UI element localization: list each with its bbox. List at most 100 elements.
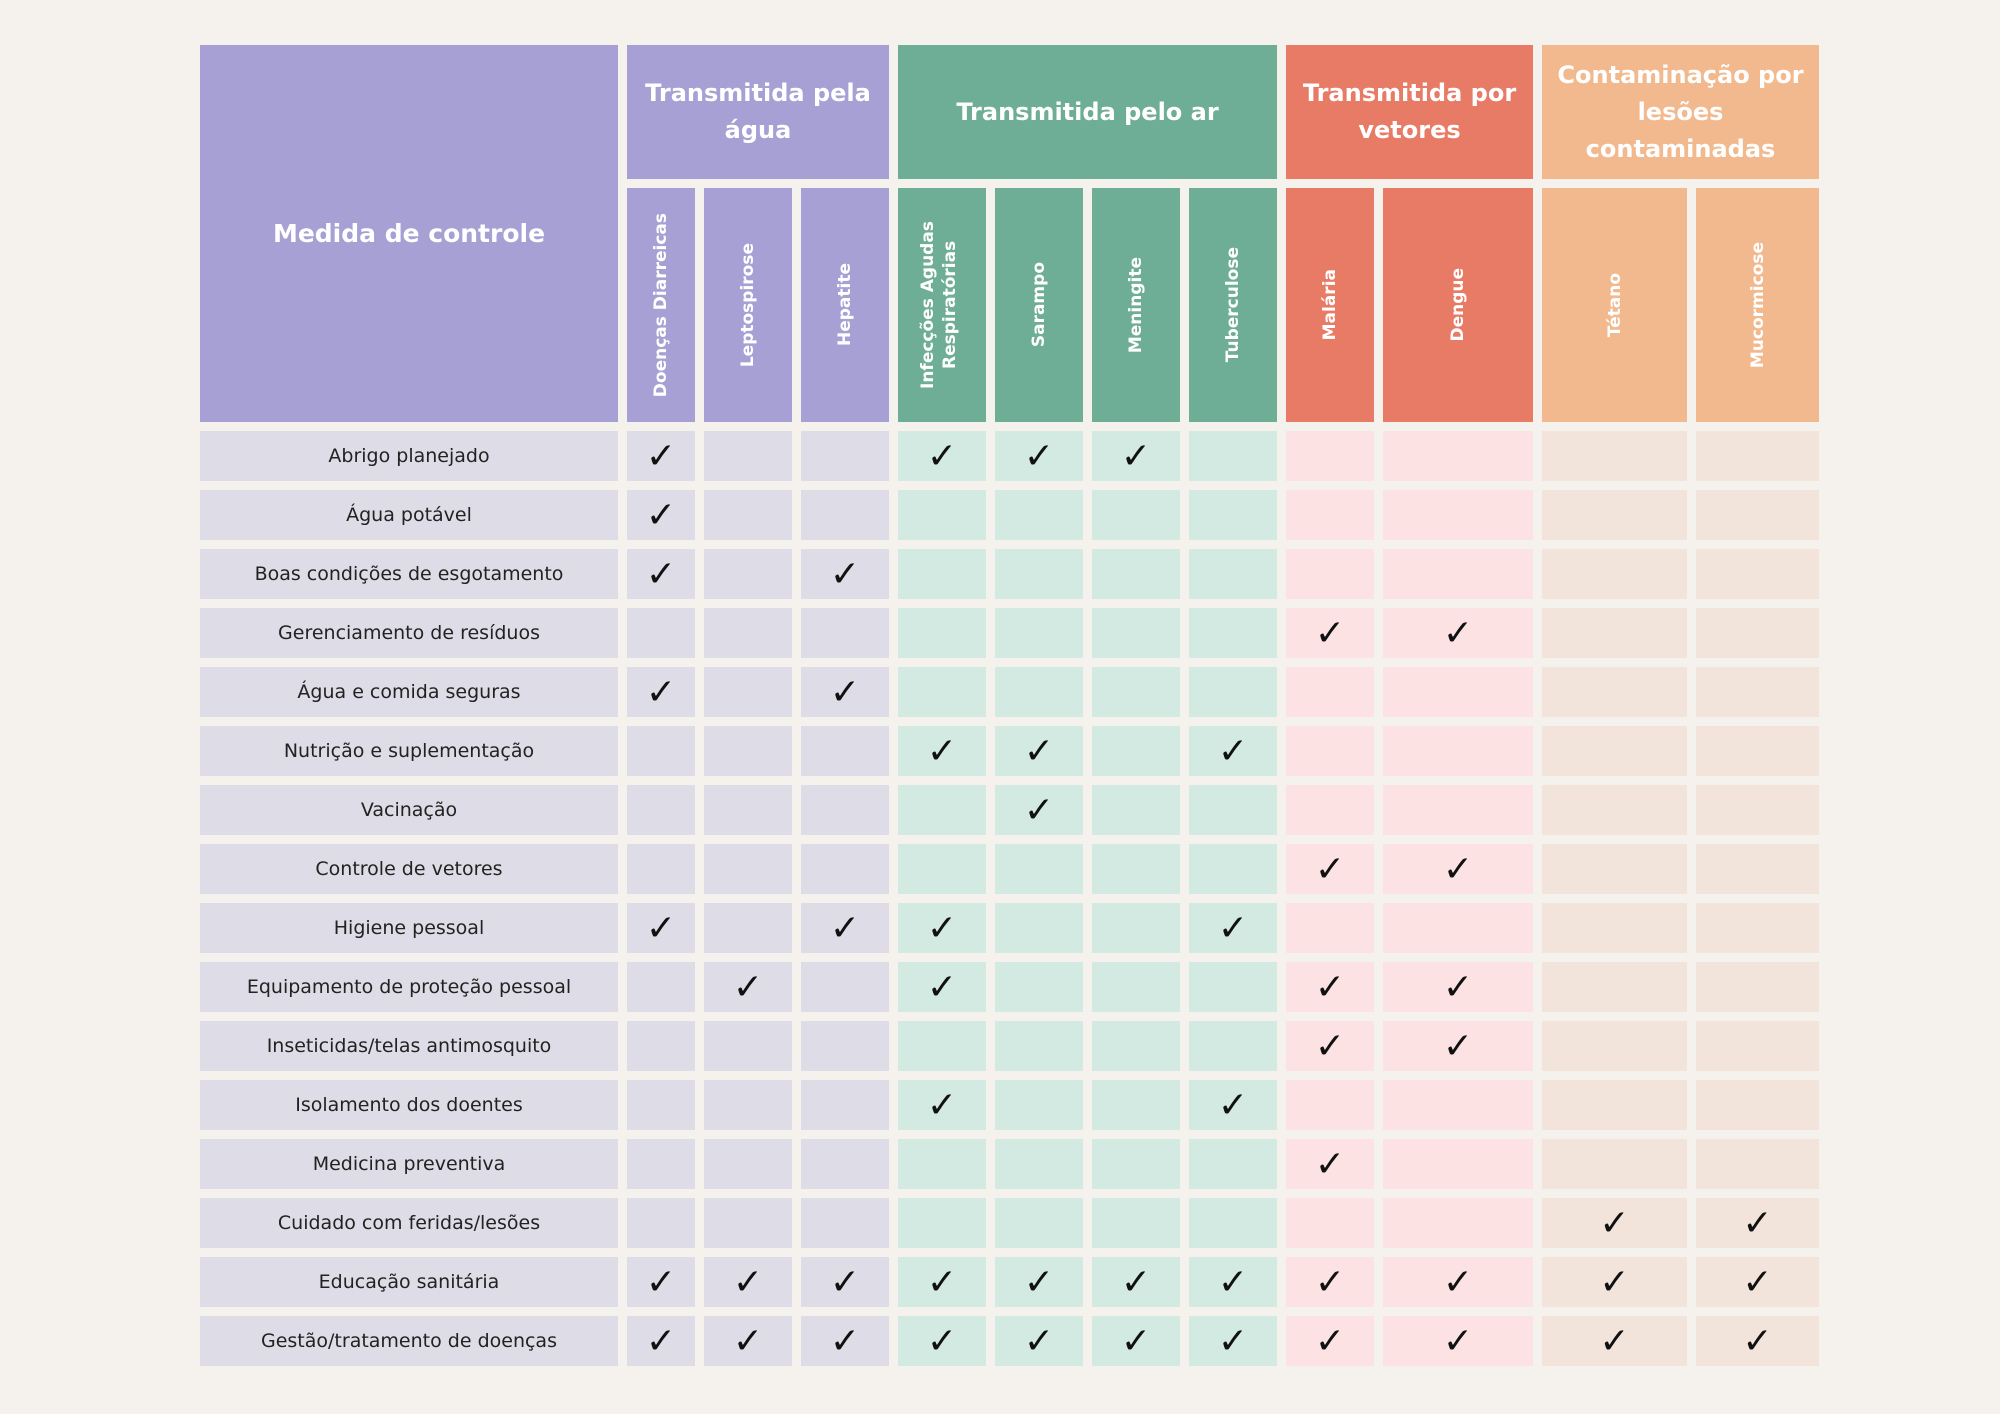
table-cell	[898, 1021, 986, 1071]
disease-header-infeccoes-agudas-respiratorias: Infecções Agudas Respiratórias	[898, 188, 986, 422]
table-cell: ✓	[627, 667, 695, 717]
table-cell	[995, 490, 1083, 540]
table-cell	[627, 608, 695, 658]
checkmark-icon: ✓	[732, 1320, 764, 1362]
checkmark-icon: ✓	[1314, 1025, 1346, 1067]
table-cell	[627, 726, 695, 776]
group-header-wound: Contaminação por lesões contaminadas	[1542, 45, 1819, 179]
table-cell	[1383, 431, 1533, 481]
table-cell	[1092, 1021, 1180, 1071]
table-cell	[801, 726, 889, 776]
table-cell: ✓	[898, 1257, 986, 1307]
checkmark-icon: ✓	[1442, 848, 1474, 890]
checkmark-icon: ✓	[1217, 1084, 1249, 1126]
table-cell: ✓	[1189, 903, 1277, 953]
checkmark-icon: ✓	[1442, 1320, 1474, 1362]
table-cell	[1542, 1080, 1687, 1130]
table-cell	[1383, 903, 1533, 953]
table-cell	[704, 1021, 792, 1071]
table-cell	[1383, 1198, 1533, 1248]
table-cell	[898, 1198, 986, 1248]
table-cell	[627, 785, 695, 835]
checkmark-icon: ✓	[1023, 730, 1055, 772]
checkmark-icon: ✓	[645, 1261, 677, 1303]
table-cell: ✓	[627, 1257, 695, 1307]
table-cell	[704, 1080, 792, 1130]
table-cell	[898, 844, 986, 894]
table-cell	[1189, 549, 1277, 599]
row-label-educacao-sanitaria: Educação sanitária	[200, 1257, 618, 1307]
table-cell	[1092, 1198, 1180, 1248]
disease-header-tetano: Tétano	[1542, 188, 1687, 422]
table-cell	[1696, 1139, 1819, 1189]
table-cell	[898, 549, 986, 599]
table-cell: ✓	[1383, 844, 1533, 894]
table-cell	[1286, 785, 1374, 835]
checkmark-icon: ✓	[645, 553, 677, 595]
table-cell	[1092, 785, 1180, 835]
checkmark-icon: ✓	[1314, 1143, 1346, 1185]
table-cell	[898, 608, 986, 658]
row-label-gerenciamento-de-residuos: Gerenciamento de resíduos	[200, 608, 618, 658]
table-cell: ✓	[995, 726, 1083, 776]
table-cell: ✓	[704, 962, 792, 1012]
table-cell	[898, 667, 986, 717]
table-cell	[995, 1080, 1083, 1130]
table-cell: ✓	[1189, 1257, 1277, 1307]
table-cell	[995, 1021, 1083, 1071]
table-cell	[1092, 549, 1180, 599]
table-cell: ✓	[898, 726, 986, 776]
table-cell	[1542, 1021, 1687, 1071]
table-cell	[1092, 667, 1180, 717]
table-cell: ✓	[1383, 1316, 1533, 1366]
disease-header-tuberculose: Tuberculose	[1189, 188, 1277, 422]
table-cell	[704, 431, 792, 481]
checkmark-icon: ✓	[1742, 1202, 1773, 1244]
control-measures-table: Medida de controle Transmitida pela água…	[200, 45, 1819, 1366]
table-cell	[801, 1198, 889, 1248]
table-cell	[704, 490, 792, 540]
table-cell	[704, 903, 792, 953]
table-cell: ✓	[1286, 1316, 1374, 1366]
table-cell	[801, 785, 889, 835]
table-cell	[1383, 549, 1533, 599]
checkmark-icon: ✓	[1599, 1320, 1630, 1362]
table-cell	[1383, 785, 1533, 835]
table-cell	[1696, 726, 1819, 776]
table-cell	[1383, 667, 1533, 717]
table-cell	[1696, 962, 1819, 1012]
checkmark-icon: ✓	[1742, 1320, 1773, 1362]
table-cell	[995, 844, 1083, 894]
table-cell	[995, 608, 1083, 658]
row-label-inseticidas-telas-antimosquito: Inseticidas/telas antimosquito	[200, 1021, 618, 1071]
table-cell: ✓	[1383, 962, 1533, 1012]
checkmark-icon: ✓	[732, 966, 764, 1008]
table-cell	[995, 962, 1083, 1012]
row-label-gestao-tratamento-de-doencas: Gestão/tratamento de doenças	[200, 1316, 618, 1366]
table-cell	[1189, 1021, 1277, 1071]
table-cell	[801, 844, 889, 894]
table-cell: ✓	[1286, 844, 1374, 894]
table-cell: ✓	[1286, 962, 1374, 1012]
header-medida-de-controle: Medida de controle	[200, 45, 618, 422]
table-cell	[1696, 431, 1819, 481]
disease-header-label: Malária	[1320, 269, 1340, 341]
table-cell	[1696, 490, 1819, 540]
disease-header-label: Hepatite	[835, 263, 855, 347]
table-cell	[627, 1080, 695, 1130]
checkmark-icon: ✓	[1314, 966, 1346, 1008]
table-cell	[1092, 844, 1180, 894]
checkmark-icon: ✓	[1023, 789, 1055, 831]
table-cell: ✓	[1189, 1316, 1277, 1366]
disease-header-label: Sarampo	[1029, 262, 1049, 348]
checkmark-icon: ✓	[1120, 1261, 1152, 1303]
row-label-isolamento-dos-doentes: Isolamento dos doentes	[200, 1080, 618, 1130]
table-cell	[1286, 431, 1374, 481]
table-cell: ✓	[627, 1316, 695, 1366]
checkmark-icon: ✓	[1217, 907, 1249, 949]
table-cell: ✓	[995, 1257, 1083, 1307]
disease-header-sarampo: Sarampo	[995, 188, 1083, 422]
table-cell: ✓	[995, 431, 1083, 481]
table-cell: ✓	[898, 431, 986, 481]
row-label-controle-de-vetores: Controle de vetores	[200, 844, 618, 894]
